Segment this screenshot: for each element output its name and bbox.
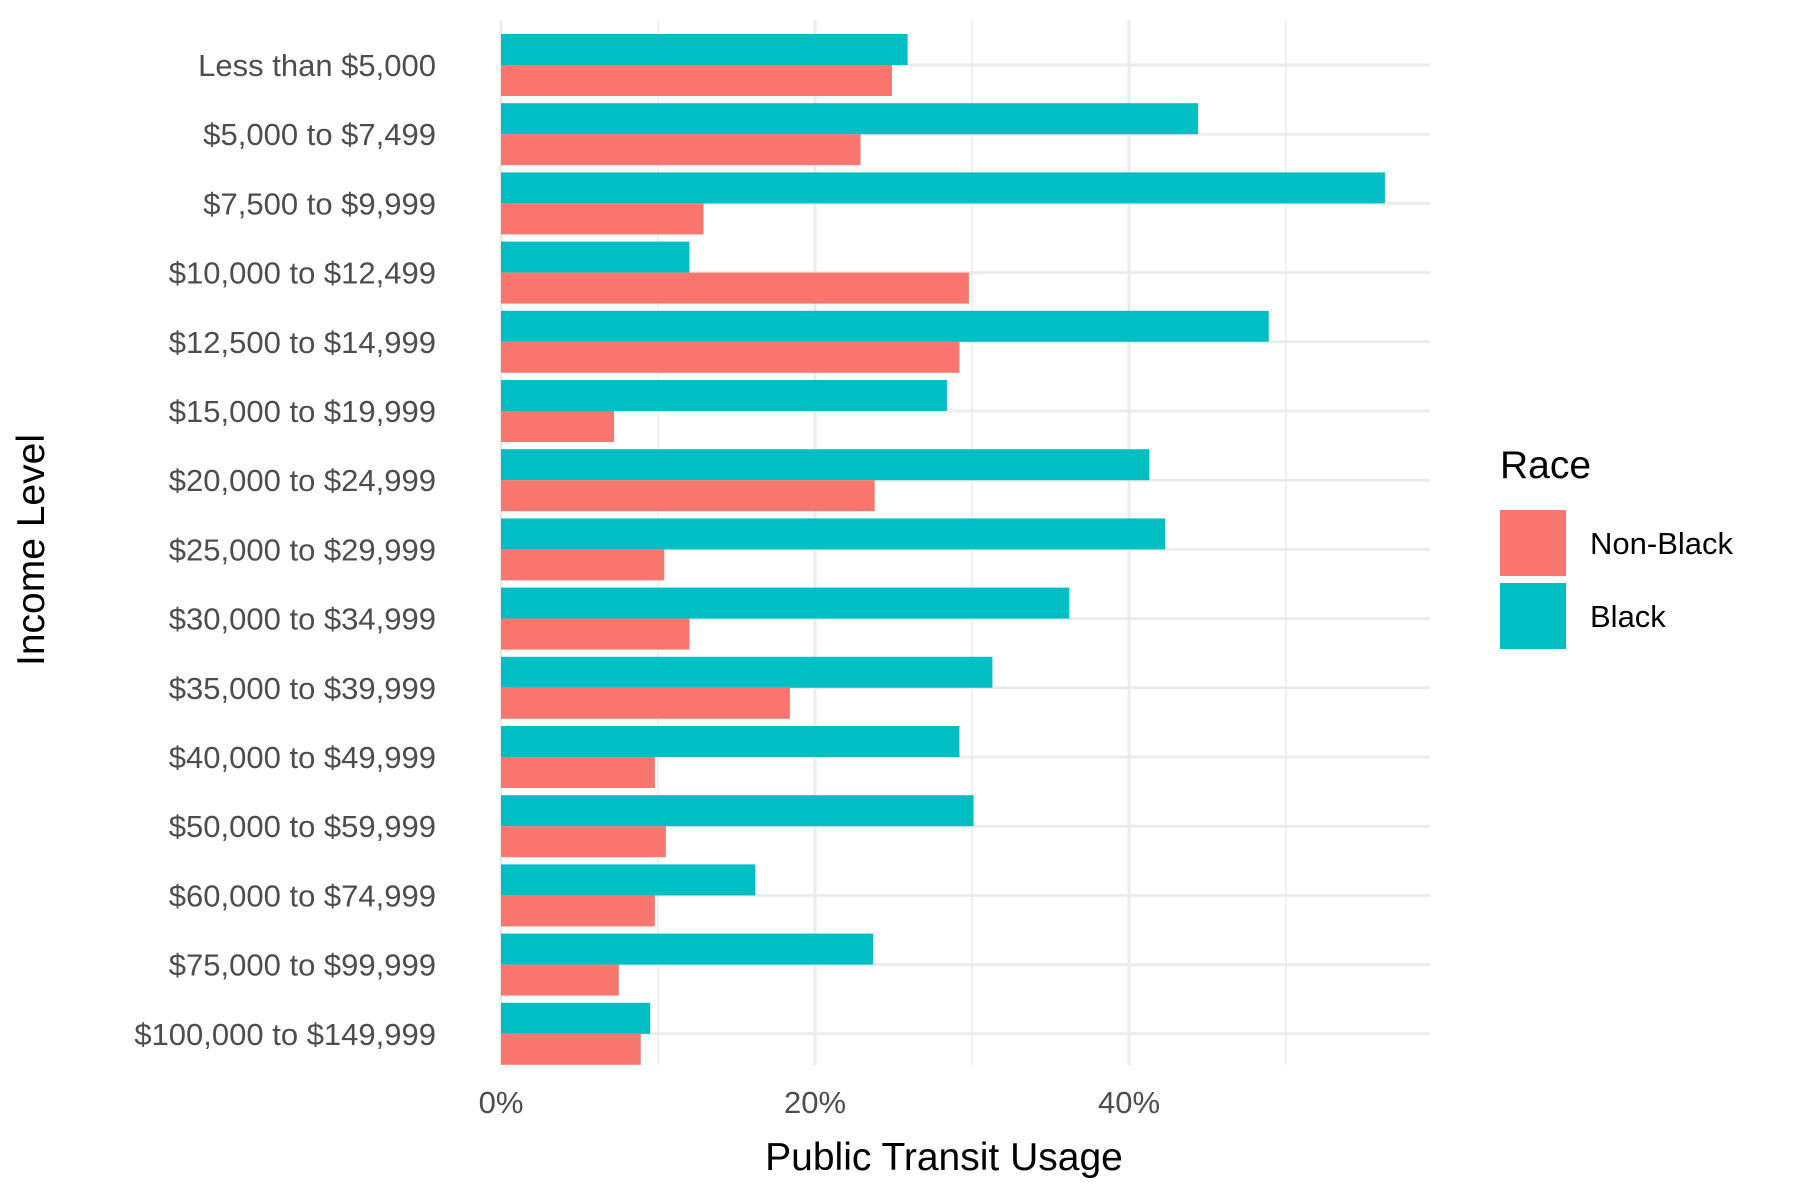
y-tick-label: $100,000 to $149,999 (134, 1017, 436, 1052)
bar-non-black (501, 341, 960, 373)
bars (501, 34, 1385, 1065)
y-tick-label: $12,500 to $14,999 (169, 325, 436, 360)
bar-black (501, 449, 1150, 481)
legend-key-black (1500, 583, 1566, 649)
y-tick-label: $60,000 to $74,999 (169, 878, 436, 913)
y-tick-label: $7,500 to $9,999 (203, 186, 436, 221)
bar-black (501, 933, 874, 965)
bar-black (501, 656, 993, 688)
y-tick-label: $35,000 to $39,999 (169, 671, 436, 706)
bar-non-black (501, 134, 861, 166)
bar-non-black (501, 411, 615, 442)
legend-title: Race (1500, 444, 1591, 487)
bar-non-black (501, 549, 665, 581)
bar-non-black (501, 895, 655, 927)
y-tick-label: $5,000 to $7,499 (203, 117, 436, 152)
y-tick-label: $40,000 to $49,999 (169, 740, 436, 775)
bar-black (501, 587, 1070, 619)
y-tick-label: Less than $5,000 (198, 48, 436, 83)
legend-label-non-black: Non-Black (1590, 526, 1733, 561)
y-axis-title: Income Level (10, 434, 53, 666)
bar-black (501, 172, 1385, 204)
x-tick-label: 20% (784, 1085, 846, 1120)
y-tick-label: $20,000 to $24,999 (169, 463, 436, 498)
bar-non-black (501, 203, 704, 235)
bar-black (501, 1002, 651, 1034)
legend: Race Non-Black Black (1500, 444, 1733, 649)
y-tick-label: $50,000 to $59,999 (169, 809, 436, 844)
bar-black (501, 103, 1199, 135)
bar-black (501, 864, 756, 896)
bar-non-black (501, 826, 666, 858)
y-tick-label: $15,000 to $19,999 (169, 394, 436, 429)
bar-non-black (501, 480, 875, 512)
bar-non-black (501, 618, 690, 650)
bar-non-black (501, 272, 969, 304)
x-tick-label: 40% (1098, 1085, 1160, 1120)
bar-non-black (501, 964, 619, 996)
bar-black (501, 310, 1269, 342)
y-tick-label: $75,000 to $99,999 (169, 948, 436, 983)
bar-black (501, 518, 1166, 550)
bar-black (501, 241, 690, 273)
legend-key-non-black (1500, 510, 1566, 576)
legend-label-black: Black (1590, 599, 1666, 634)
bar-black (501, 34, 908, 65)
x-tick-label: 0% (479, 1085, 524, 1120)
bar-non-black (501, 757, 655, 788)
y-tick-label: $25,000 to $29,999 (169, 532, 436, 567)
y-tick-label: $30,000 to $34,999 (169, 602, 436, 637)
bar-black (501, 795, 974, 827)
bar-non-black (501, 65, 892, 96)
y-tick-labels: Less than $5,000 $5,000 to $7,499 $7,500 t… (134, 48, 436, 1052)
bar-non-black (501, 1033, 641, 1065)
x-axis-title: Public Transit Usage (765, 1136, 1123, 1179)
bar-black (501, 380, 947, 411)
x-tick-labels: 0% 20% 40% (479, 1085, 1160, 1120)
bar-non-black (501, 687, 790, 719)
bar-black (501, 726, 960, 757)
y-tick-label: $10,000 to $12,499 (169, 256, 436, 291)
